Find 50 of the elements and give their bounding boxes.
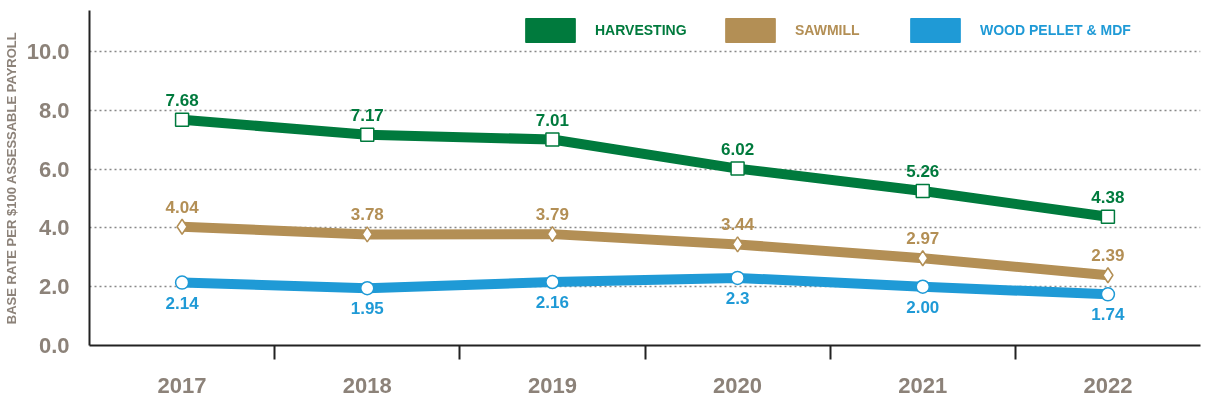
y-tick-label: 4.0: [38, 215, 70, 241]
point: [360, 280, 375, 296]
point: [1100, 287, 1116, 302]
legend-label: WOOD PELLET & MDF: [980, 22, 1131, 38]
point: [730, 270, 745, 286]
data-label: 6.02: [721, 139, 755, 159]
y-tick-label: 10.0: [26, 39, 70, 65]
y-tick-label: 0.0: [38, 333, 70, 358]
data-label: 2.3: [725, 288, 750, 308]
point: [915, 279, 930, 294]
legend-label: HARVESTING: [595, 22, 687, 38]
data-label: 2.16: [535, 293, 569, 313]
legend-label: SAWMILL: [795, 22, 860, 38]
data-label: 4.04: [165, 197, 200, 217]
y-tick-label: 6.0: [38, 156, 70, 182]
point: [731, 236, 744, 253]
x-tick-label: 2017: [157, 372, 207, 398]
point: [1100, 209, 1116, 225]
point: [1102, 267, 1114, 284]
x-tick-label: 2018: [342, 372, 392, 398]
y-axis-title: BASE RATE PER $100 ASSESSABLE PAYROLL: [3, 32, 19, 325]
data-label: 2.39: [1091, 246, 1125, 266]
x-tick-label: 2021: [898, 372, 948, 398]
y-tick-label: 2.0: [38, 274, 70, 300]
data-label: 1.95: [350, 299, 384, 319]
data-label: 5.26: [906, 161, 940, 181]
data-label: 2.14: [165, 293, 200, 313]
point: [360, 127, 375, 143]
x-tick-label: 2019: [527, 372, 577, 398]
data-label: 2.00: [906, 297, 940, 317]
data-label: 7.68: [165, 90, 199, 110]
data-label: 7.17: [350, 105, 384, 125]
point: [545, 274, 560, 290]
point: [545, 132, 560, 147]
point: [174, 275, 190, 290]
data-label: 7.01: [535, 110, 569, 130]
x-tick-label: 2022: [1083, 372, 1133, 398]
data-label: 1.74: [1091, 305, 1126, 325]
x-tick-label: 2020: [713, 372, 763, 398]
point: [174, 112, 190, 128]
data-label: 2.97: [906, 229, 940, 249]
data-label: 3.44: [721, 215, 755, 235]
point: [730, 161, 745, 176]
data-label: 3.79: [535, 205, 569, 225]
point: [361, 226, 373, 243]
y-tick-label: 8.0: [38, 97, 70, 123]
data-label: 4.38: [1091, 187, 1125, 207]
point: [546, 225, 559, 243]
data-label: 3.78: [350, 205, 384, 225]
point: [915, 183, 930, 199]
